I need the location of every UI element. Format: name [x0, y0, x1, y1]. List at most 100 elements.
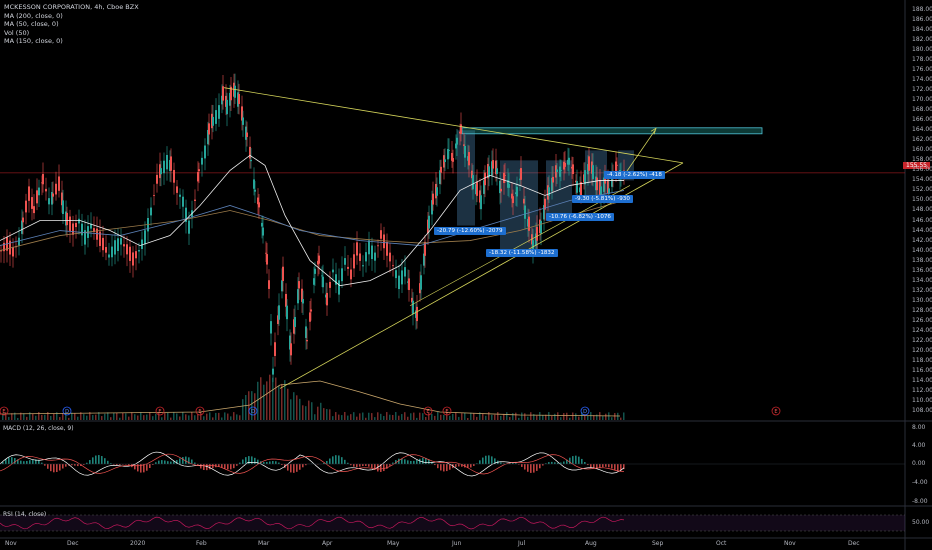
volume-bar	[512, 413, 514, 420]
macd-histogram-bar	[611, 464, 613, 469]
candle-body	[234, 85, 236, 98]
candle-body	[536, 226, 538, 241]
volume-bar	[347, 415, 349, 420]
measure-annotation[interactable]: -9.30 (-5.81%) -930	[572, 195, 633, 203]
volume-bar	[419, 412, 421, 420]
macd-histogram-bar	[518, 464, 520, 465]
candle-body	[371, 245, 373, 260]
candle-body	[572, 164, 574, 174]
measure-annotation[interactable]: -20.79 (-12.60%) -2079	[434, 227, 506, 235]
chart-legend: MCKESSON CORPORATION, 4h, Cboe BZX MA (2…	[4, 3, 139, 46]
candle-body	[182, 196, 184, 207]
macd-pane-label[interactable]: MACD (12, 26, close, 9)	[3, 425, 74, 432]
volume-bar	[203, 416, 205, 420]
macd-histogram-bar	[374, 464, 376, 470]
volume-bar	[275, 377, 277, 420]
volume-bar	[173, 412, 175, 420]
volume-bar	[449, 415, 451, 420]
rsi-pane-label[interactable]: RSI (14, close)	[3, 511, 47, 518]
macd-histogram-bar	[107, 460, 109, 464]
volume-bar	[206, 413, 208, 420]
candle-body	[309, 312, 311, 322]
candle-body	[428, 215, 430, 229]
volume-bar	[239, 415, 241, 420]
macd-histogram-bar	[230, 464, 232, 470]
measure-annotation[interactable]: -18.32 (-11.58%) -1832	[486, 249, 558, 257]
macd-histogram-bar	[254, 457, 256, 464]
candle-body	[332, 269, 334, 273]
price-tick-label: 178.00	[912, 56, 932, 64]
candle-body	[580, 182, 582, 196]
macd-histogram-bar	[224, 464, 226, 469]
macd-histogram-bar	[11, 457, 13, 464]
macd-histogram-bar	[392, 462, 394, 464]
candle-body	[45, 188, 47, 192]
volume-bar	[278, 385, 280, 420]
macd-histogram-bar	[386, 464, 388, 469]
volume-bar	[566, 412, 568, 420]
measure-annotation[interactable]: -10.76 (-6.82%) -1076	[546, 213, 614, 221]
price-tick-label: 176.00	[912, 66, 932, 74]
time-tick-label: Oct	[716, 540, 727, 547]
macd-histogram-bar	[152, 464, 154, 465]
candle-body	[516, 186, 518, 197]
measure-annotation[interactable]: -4.18 (-2.62%) -418	[604, 171, 665, 179]
candle-body	[439, 170, 441, 184]
legend-indicator[interactable]: MA (150, close, 0)	[4, 37, 63, 46]
macd-histogram-bar	[71, 464, 73, 466]
trendline-channel	[409, 185, 631, 306]
macd-histogram-bar	[509, 463, 511, 464]
legend-indicator[interactable]: Vol (50)	[4, 28, 30, 37]
volume-bar	[287, 388, 289, 420]
candle-body	[463, 144, 465, 146]
volume-bar	[335, 412, 337, 420]
time-tick-label: Nov	[784, 540, 796, 547]
volume-bar	[140, 412, 142, 420]
volume-bar	[371, 413, 373, 420]
macd-histogram-bar	[614, 464, 616, 470]
legend-indicator[interactable]: MA (50, close, 0)	[4, 20, 59, 29]
volume-bar	[377, 412, 379, 420]
volume-bar	[212, 417, 214, 420]
candle-body	[600, 186, 602, 198]
candle-body	[408, 278, 410, 291]
candle-body	[329, 281, 331, 288]
macd-histogram-bar	[428, 459, 430, 464]
candle-body	[25, 200, 27, 213]
volume-bar	[95, 414, 97, 420]
earnings-marker-label: E	[198, 409, 201, 415]
volume-bar	[392, 414, 394, 420]
legend-indicator[interactable]: MA (200, close, 0)	[4, 11, 63, 20]
candle-body	[250, 159, 252, 162]
price-tick-label: 110.00	[912, 396, 932, 404]
volume-bar	[380, 413, 382, 420]
measure-box	[457, 130, 475, 226]
macd-histogram-bar	[302, 464, 304, 468]
candle-body	[254, 189, 256, 192]
macd-histogram-bar	[575, 455, 577, 464]
candle-body	[22, 217, 24, 223]
macd-histogram-bar	[416, 459, 418, 464]
candle-body	[265, 252, 267, 254]
candle-body	[163, 160, 165, 174]
macd-histogram-bar	[89, 460, 91, 464]
volume-bar	[110, 417, 112, 420]
candle-body	[281, 280, 283, 292]
macd-histogram-bar	[554, 462, 556, 464]
volume-bar	[329, 409, 331, 420]
volume-bar	[368, 412, 370, 420]
signal-line	[0, 453, 625, 475]
volume-bar	[128, 416, 130, 420]
candle-body	[126, 244, 128, 255]
volume-bar	[509, 417, 511, 420]
volume-bar	[425, 416, 427, 420]
candle-body	[404, 267, 406, 277]
time-tick-label: Jun	[452, 540, 462, 547]
price-tick-label: 142.00	[912, 236, 932, 244]
candle-body	[483, 180, 485, 194]
price-tick-label: 114.00	[912, 376, 932, 384]
candle-body	[305, 326, 307, 338]
volume-bar	[497, 412, 499, 420]
price-tick-label: 186.00	[912, 16, 932, 24]
